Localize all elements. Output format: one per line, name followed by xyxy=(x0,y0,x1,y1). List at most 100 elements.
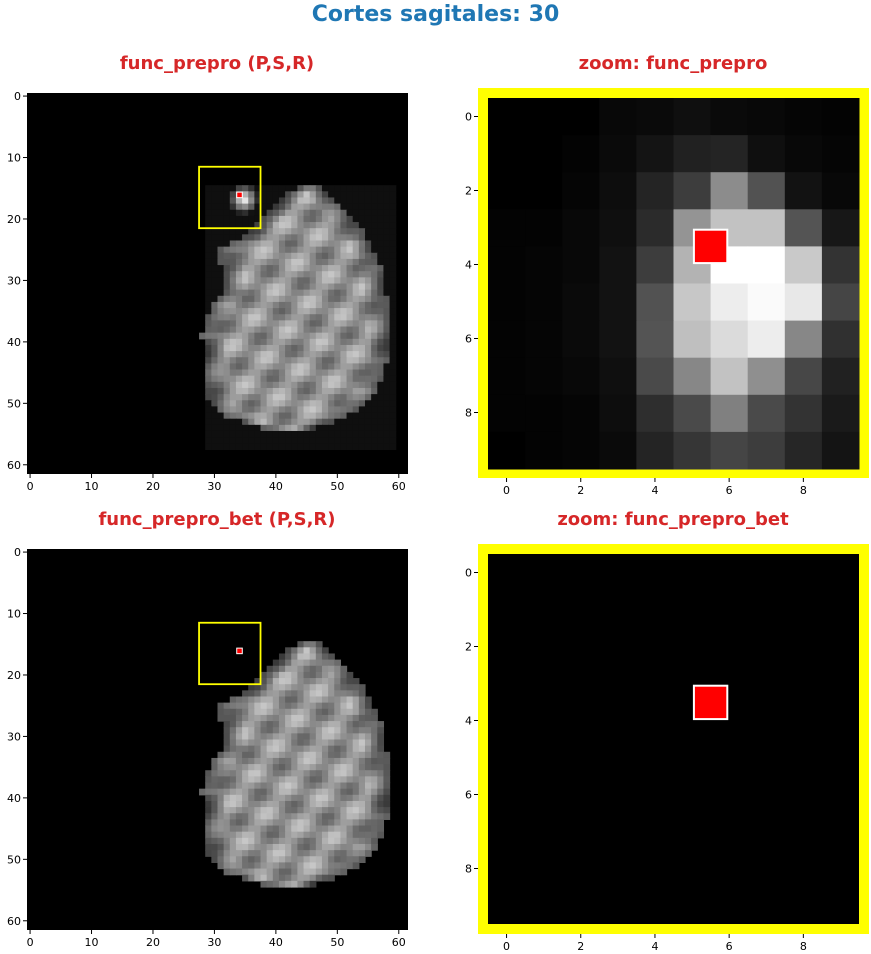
voxel xyxy=(248,406,255,414)
voxel xyxy=(205,800,212,808)
voxel xyxy=(371,381,378,389)
voxel xyxy=(242,351,249,358)
voxel xyxy=(358,702,366,710)
voxel xyxy=(223,351,231,358)
voxel xyxy=(315,246,323,254)
voxel xyxy=(297,843,305,851)
voxel xyxy=(358,751,366,759)
voxel xyxy=(242,733,249,741)
voxel xyxy=(364,271,372,278)
voxel xyxy=(340,271,348,278)
voxel xyxy=(242,406,249,414)
voxel xyxy=(309,813,317,820)
voxel xyxy=(389,381,397,389)
voxel xyxy=(377,757,385,765)
y-tick-label: 4 xyxy=(465,715,472,728)
voxel xyxy=(352,430,360,438)
voxel xyxy=(291,770,298,777)
voxel xyxy=(364,246,372,254)
voxel xyxy=(291,228,298,235)
zoom-voxel xyxy=(821,209,860,247)
voxel xyxy=(205,215,212,223)
voxel xyxy=(205,430,212,438)
voxel xyxy=(389,308,397,315)
voxel xyxy=(352,271,360,278)
voxel xyxy=(346,825,354,833)
voxel xyxy=(248,240,255,248)
voxel xyxy=(229,351,237,358)
voxel xyxy=(285,843,292,851)
voxel xyxy=(371,234,378,242)
voxel xyxy=(235,258,243,266)
voxel xyxy=(266,721,274,728)
voxel xyxy=(242,727,249,734)
zoom-voxel xyxy=(599,431,637,470)
voxel xyxy=(364,369,372,377)
zoom-voxel xyxy=(673,431,712,470)
voxel xyxy=(364,308,372,315)
voxel xyxy=(260,252,268,260)
voxel xyxy=(217,338,225,346)
voxel xyxy=(309,856,317,864)
voxel xyxy=(285,363,292,371)
voxel xyxy=(260,794,268,802)
voxel xyxy=(389,271,397,278)
voxel xyxy=(248,301,255,309)
voxel xyxy=(364,228,372,235)
zoom-voxel xyxy=(673,394,712,433)
voxel xyxy=(383,424,391,432)
voxel xyxy=(303,412,311,420)
voxel xyxy=(260,308,268,315)
voxel xyxy=(358,240,366,248)
voxel xyxy=(346,850,354,857)
voxel xyxy=(285,332,292,340)
voxel xyxy=(383,788,391,796)
voxel xyxy=(297,437,305,444)
voxel xyxy=(352,751,360,759)
voxel xyxy=(266,203,274,211)
voxel xyxy=(285,443,292,451)
voxel xyxy=(291,406,298,414)
voxel xyxy=(358,338,366,346)
voxel xyxy=(389,406,397,414)
voxel xyxy=(309,320,317,328)
voxel xyxy=(352,332,360,340)
voxel xyxy=(321,665,329,673)
voxel xyxy=(229,357,237,364)
voxel xyxy=(211,351,219,358)
voxel xyxy=(248,326,255,334)
voxel xyxy=(242,843,249,851)
voxel xyxy=(383,215,391,223)
voxel xyxy=(315,782,323,790)
voxel xyxy=(223,813,231,820)
voxel xyxy=(364,185,372,192)
voxel xyxy=(340,357,348,364)
voxel xyxy=(346,721,354,728)
voxel xyxy=(321,874,329,882)
voxel xyxy=(278,381,286,389)
voxel xyxy=(205,837,212,845)
voxel xyxy=(321,819,329,827)
voxel xyxy=(321,850,329,857)
voxel xyxy=(229,295,237,303)
voxel xyxy=(248,868,255,876)
voxel xyxy=(297,209,305,217)
voxel xyxy=(242,418,249,426)
voxel xyxy=(334,757,342,765)
voxel xyxy=(352,338,360,346)
voxel xyxy=(266,874,274,882)
voxel xyxy=(217,301,225,309)
voxel xyxy=(260,357,268,364)
voxel xyxy=(371,314,378,321)
voxel xyxy=(352,788,360,796)
voxel xyxy=(346,228,354,235)
voxel xyxy=(321,757,329,765)
voxel xyxy=(297,727,305,734)
voxel xyxy=(309,880,317,888)
voxel xyxy=(389,215,397,223)
zoom-voxel xyxy=(562,246,600,284)
voxel xyxy=(211,776,219,784)
voxel xyxy=(223,252,231,260)
voxel xyxy=(321,825,329,833)
voxel xyxy=(242,714,249,722)
